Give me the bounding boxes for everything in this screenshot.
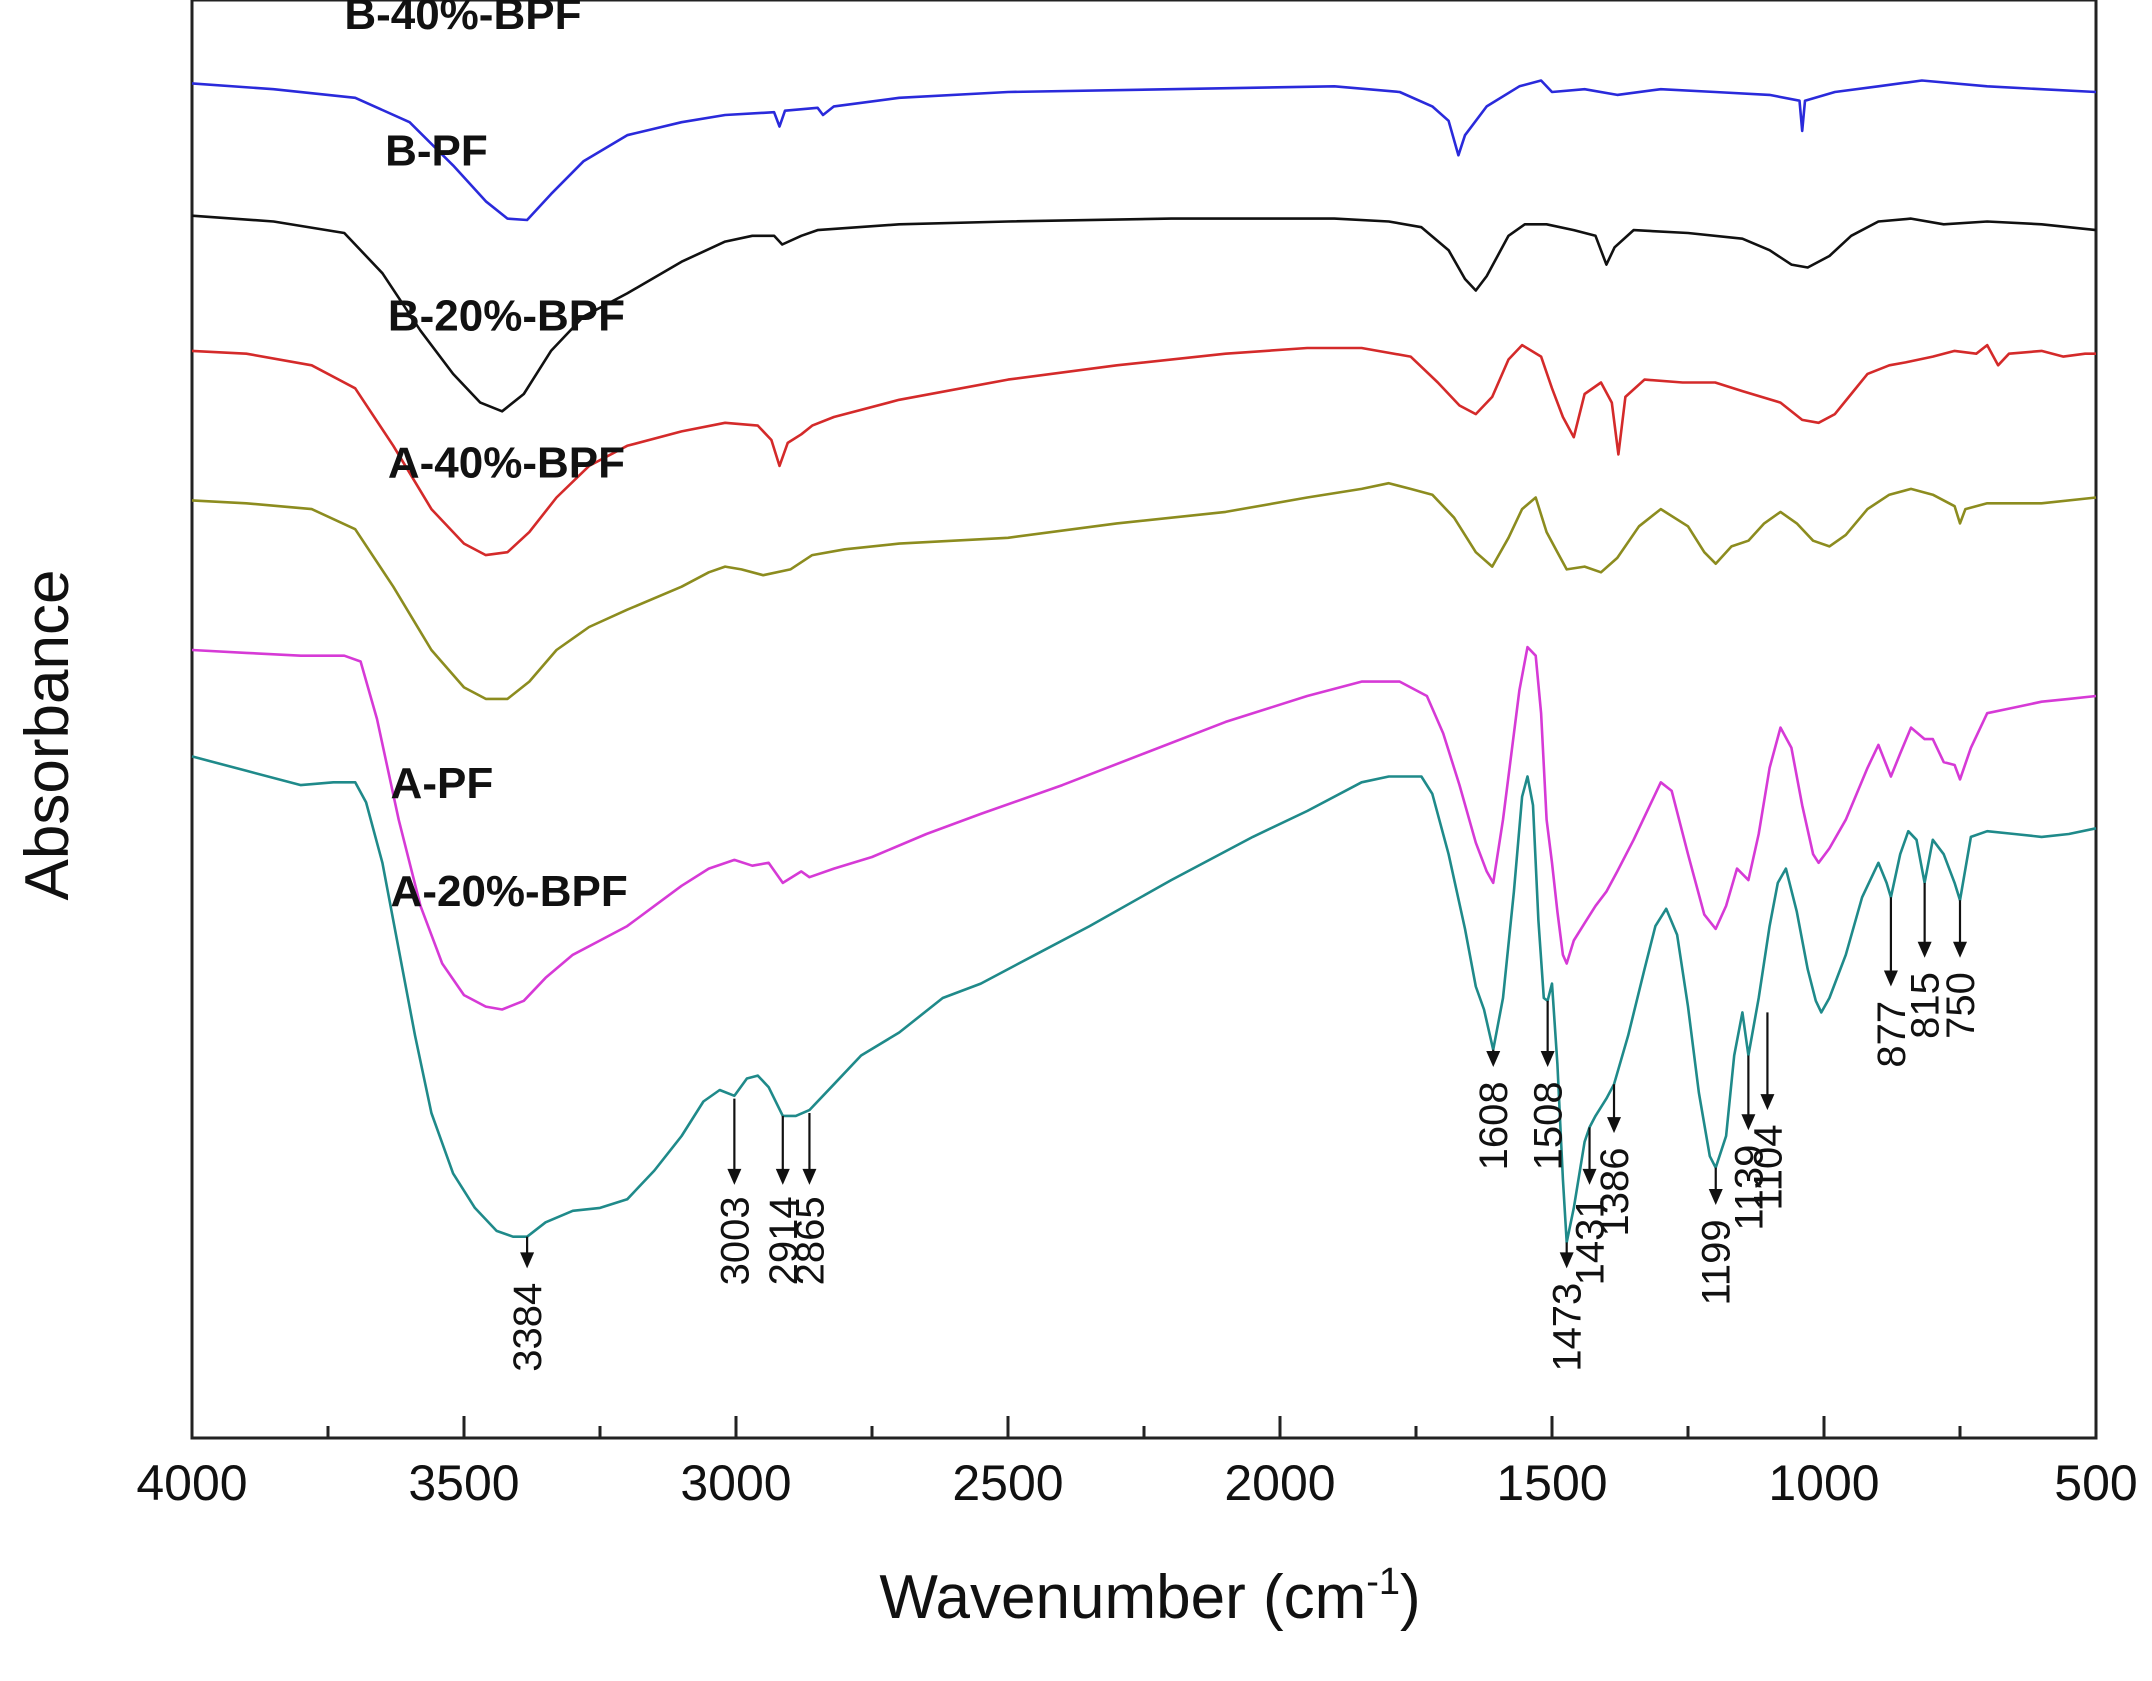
peak-arrow-head — [727, 1168, 742, 1185]
x-axis-ticks — [190, 1416, 2098, 1438]
series-label: A-40%-BPF — [388, 438, 625, 487]
peak-label: 3384 — [506, 1283, 550, 1372]
peak-arrow-head — [1883, 970, 1898, 987]
series-line — [191, 645, 2097, 1011]
series-line — [191, 755, 2097, 1244]
x-tick-label: 500 — [2054, 1455, 2137, 1511]
x-axis-title-superscript: -1 — [1366, 1561, 1400, 1603]
peak-arrow-head — [1607, 1117, 1622, 1134]
peak-arrow-head — [1917, 941, 1932, 958]
x-axis-title-main: Wavenumber (cm — [879, 1563, 1366, 1632]
series-label: B-20%-BPF — [388, 292, 625, 341]
peak-label: 3003 — [713, 1196, 757, 1285]
series-line — [191, 79, 2097, 222]
peak-label: 1431 — [1569, 1196, 1613, 1285]
peak-arrow-head — [1708, 1189, 1723, 1206]
series-line — [191, 214, 2097, 413]
peak-arrow-head — [1741, 1114, 1756, 1131]
x-tick-label: 4000 — [136, 1455, 247, 1511]
peak-label: 1473 — [1546, 1283, 1590, 1372]
x-axis-title: Wavenumber (cm-1) — [879, 1561, 1420, 1632]
peak-arrow-head — [775, 1168, 790, 1185]
series-label: A-20%-BPF — [391, 867, 628, 916]
series-line — [191, 481, 2097, 701]
series-label: B-PF — [385, 126, 488, 175]
peak-label: 1608 — [1472, 1081, 1516, 1170]
series-label: A-PF — [391, 759, 494, 808]
peak-arrow-head — [1559, 1252, 1574, 1269]
peak-arrow-head — [1953, 941, 1967, 958]
peak-arrow-head — [1582, 1168, 1597, 1185]
x-tick-label: 1500 — [1496, 1455, 1607, 1511]
plot-frame — [190, 0, 2098, 1440]
y-axis-title: Absorbance — [13, 570, 82, 901]
peak-arrow-head — [1540, 1050, 1555, 1067]
peak-arrow-head — [1486, 1050, 1501, 1067]
series-label-layer: B-40%-BPF B-PF B-20%-BPF A-40%-BPF A-PF A-20%… — [344, 0, 627, 916]
x-tick-label: 2500 — [952, 1455, 1063, 1511]
peak-label: 1199 — [1695, 1219, 1739, 1305]
peak-label: 1508 — [1527, 1081, 1571, 1170]
x-tick-label: 3000 — [680, 1455, 791, 1511]
series-layer — [191, 79, 2097, 1244]
peak-label: 2865 — [788, 1196, 832, 1285]
series-label: B-40%-BPF — [344, 0, 581, 39]
peak-arrow-head — [520, 1252, 535, 1269]
x-tick-label: 3500 — [408, 1455, 519, 1511]
peak-arrow-head — [1760, 1094, 1775, 1111]
x-axis-tick-labels: 4000 3500 3000 2500 2000 1500 1000 500 — [136, 1455, 2137, 1511]
peak-label: 750 — [1939, 972, 1983, 1039]
peak-label: 1139 — [1727, 1145, 1771, 1231]
peak-arrow-head — [802, 1168, 817, 1185]
x-tick-label: 2000 — [1224, 1455, 1335, 1511]
series-line — [191, 343, 2096, 557]
peak-label: 2914 — [762, 1196, 806, 1285]
peak-label: 877 — [1870, 1001, 1914, 1068]
peak-label: 1386 — [1593, 1148, 1637, 1237]
peak-label: 1104 — [1746, 1125, 1790, 1211]
x-axis-title-suffix: ) — [1400, 1563, 1421, 1632]
x-tick-label: 1000 — [1768, 1455, 1879, 1511]
peak-label: 815 — [1904, 972, 1948, 1039]
